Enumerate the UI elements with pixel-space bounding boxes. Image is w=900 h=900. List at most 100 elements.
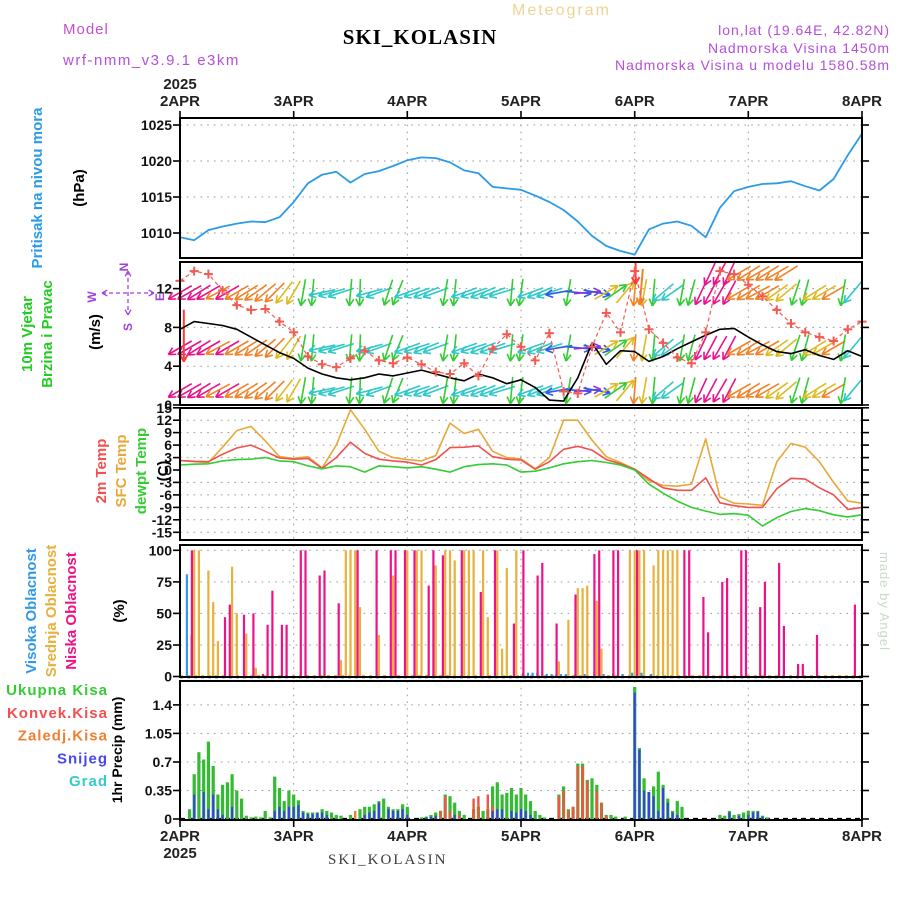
compass-e-label: E (153, 293, 167, 301)
tick-label-temp: -15 (152, 524, 172, 540)
cloud-bar (394, 550, 397, 677)
precip-bar (609, 814, 613, 819)
lonlat-text: lon,lat (19.64E, 42.82N) (718, 22, 890, 38)
cloud-bar (444, 550, 447, 677)
precip-bar (657, 810, 660, 819)
cloud-bar (406, 550, 409, 677)
cloud-bar (358, 607, 362, 677)
precip-bar (348, 814, 353, 819)
cloud-bar (815, 634, 819, 677)
precip-bar (515, 812, 518, 819)
precip-bar (377, 802, 380, 819)
tick-label-wind: 4 (164, 358, 172, 374)
panel-frame-pressure (179, 117, 863, 259)
cloud-bar (223, 617, 227, 677)
precip-bar (614, 816, 618, 819)
precip-bar (529, 814, 532, 819)
cloud-bar (853, 604, 856, 677)
precip-bar (197, 752, 201, 819)
precip-bar (212, 794, 215, 819)
precip-bar (595, 790, 598, 819)
cloud-bar (261, 674, 264, 677)
panel-frame-precip (179, 680, 863, 821)
temp-legend-2: dewpt Temp (133, 428, 150, 514)
day-label-bottom: 7APR (728, 828, 768, 845)
cloud-bar (688, 550, 691, 677)
precip-bar (283, 810, 286, 819)
precip-bar (448, 810, 452, 819)
precip-bar (225, 782, 229, 819)
precip-bar (193, 794, 196, 819)
cloud-bar (598, 550, 601, 677)
tick-label-temp: 0 (164, 462, 172, 478)
precip-bar (231, 806, 234, 819)
cloud-bar (545, 674, 548, 677)
cloud-bar (375, 550, 378, 677)
precip-legend-0: Ukupna Kisa (6, 682, 108, 699)
precip-bar (481, 810, 485, 819)
cloud-bar (280, 624, 283, 677)
year-label-top: 2025 (163, 76, 196, 93)
precip-bar (453, 802, 457, 819)
precip-bar (514, 794, 518, 819)
precip-bar (216, 794, 220, 819)
precip-bar (576, 766, 579, 819)
model-label: Model (63, 21, 109, 38)
tick-label-precip: 1.05 (145, 725, 172, 741)
wind-axis-title: 10m Vjetar (19, 296, 36, 372)
cloud-bar (505, 568, 508, 677)
tick-label-temp: 15 (156, 400, 172, 416)
day-label-bottom: 2APR (160, 828, 200, 845)
tick-label-cloud: 25 (156, 637, 172, 653)
cloud-bar (643, 550, 646, 677)
precip-bar (392, 810, 395, 819)
cloud-bar (193, 550, 196, 677)
cloud-bar (744, 550, 748, 677)
precip-bar (458, 814, 461, 819)
precip-bar (448, 796, 452, 819)
cloud-bar (460, 550, 463, 677)
cloud-bar (486, 617, 489, 677)
cloud-bar (472, 550, 475, 677)
tick-label-pressure: 1010 (141, 225, 172, 241)
cloud-bar (662, 550, 665, 677)
cloud-bar (235, 613, 238, 677)
cloud-bar (354, 550, 357, 677)
cloud-bar (190, 550, 193, 677)
cloud-bar (216, 641, 219, 677)
cloud-bar (512, 623, 515, 677)
credit-watermark: made by Angel (877, 552, 892, 652)
cloud-bar (448, 550, 452, 677)
cloud-bar (652, 565, 655, 677)
tick-label-precip: 0.7 (153, 754, 173, 770)
wind-unit-label: (m/s) (87, 314, 104, 350)
tick-label-cloud: 50 (156, 605, 172, 621)
precip-bar (258, 817, 263, 819)
cloud-bar (304, 550, 307, 677)
tick-label-cloud: 0 (164, 669, 172, 685)
precip-bar (581, 766, 584, 819)
precip-bar (643, 790, 646, 819)
elevation-text: Nadmorska Visina 1450m (707, 40, 890, 56)
day-label-bottom: 6APR (615, 828, 655, 845)
day-label-top: 2APR (160, 93, 200, 110)
precip-bar (675, 801, 679, 819)
cloud-bar (612, 550, 615, 677)
tick-label-cloud: 75 (156, 574, 172, 590)
precip-bar (486, 794, 489, 819)
cloud-bar (602, 674, 605, 677)
cloud-bar (555, 623, 558, 677)
tick-label-wind: 0 (164, 397, 172, 413)
precip-bar (519, 788, 523, 819)
precip-bar (321, 812, 324, 819)
precip-bar (562, 790, 565, 819)
cloud-bar (337, 603, 340, 677)
cloud-bar (185, 574, 188, 677)
tick-label-cloud: 100 (149, 542, 173, 558)
cloud-bar (515, 550, 518, 677)
precip-bar (747, 814, 750, 819)
year-label-bottom: 2025 (163, 845, 196, 862)
day-label-bottom: 4APR (387, 828, 427, 845)
cloud-bar (567, 619, 570, 677)
cloud-bar (631, 672, 634, 677)
